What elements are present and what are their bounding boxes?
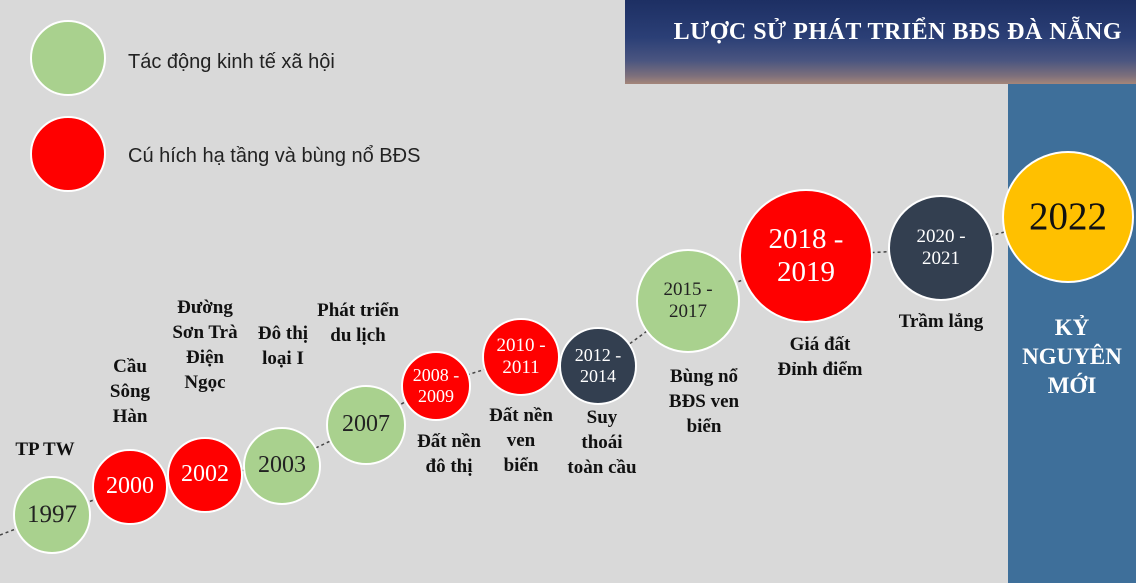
timeline-caption-2020-2021: Trầm lắng [898, 311, 984, 332]
timeline-caption-2010-2011: Đất nền ven biển [489, 405, 553, 476]
timeline-node-2015-2017: 2015 - 2017 [636, 249, 740, 353]
timeline-node-2002: 2002 [167, 437, 243, 513]
timeline-node-2010-2011: 2010 - 2011 [482, 318, 560, 396]
title-banner: LƯỢC SỬ PHÁT TRIỂN BĐS ĐÀ NẴNG [625, 0, 1136, 84]
timeline-node-2007: 2007 [326, 385, 406, 465]
timeline-caption-2012-2014: Suy thoái toàn cầu [567, 407, 637, 478]
timeline-year: 2020 - 2021 [916, 226, 966, 269]
timeline-node-2003: 2003 [243, 427, 321, 505]
timeline-node-2008-2009: 2008 - 2009 [401, 351, 471, 421]
timeline-year: 2015 - 2017 [663, 279, 713, 322]
timeline-caption-2015-2017: Bùng nổ BĐS ven biển [668, 366, 740, 437]
timeline-year: 2003 [258, 452, 306, 479]
timeline-node-2022: 2022 [1002, 151, 1134, 283]
legend-swatch-infrastructure [30, 116, 106, 192]
timeline-caption-2003: Đô thị loại I [257, 323, 309, 369]
timeline-year: 2012 - 2014 [574, 345, 622, 386]
timeline-year: 2007 [342, 411, 390, 438]
timeline-year: 2000 [106, 473, 154, 500]
timeline-node-2020-2021: 2020 - 2021 [888, 195, 994, 301]
timeline-caption-1997: TP TW [15, 439, 75, 460]
timeline-node-2000: 2000 [92, 449, 168, 525]
legend-label-social: Tác động kinh tế xã hội [128, 51, 335, 73]
timeline-node-2012-2014: 2012 - 2014 [559, 327, 637, 405]
legend-swatch-social [30, 20, 106, 96]
timeline-year: 2010 - 2011 [496, 335, 546, 378]
timeline-year: 2018 - 2019 [768, 222, 844, 288]
new-era-label: KỶ NGUYÊN MỚI [1022, 315, 1122, 398]
timeline-node-1997: 1997 [13, 476, 91, 554]
timeline-caption-2002: Đường Sơn Trà Điện Ngọc [172, 297, 238, 393]
timeline-year: 2008 - 2009 [412, 365, 460, 406]
timeline-year: 1997 [27, 500, 77, 528]
timeline-node-2018-2019: 2018 - 2019 [739, 189, 873, 323]
legend-label-infrastructure: Cú hích hạ tầng và bùng nổ BĐS [128, 145, 421, 167]
timeline-caption-2007: Phát triển du lịch [317, 300, 399, 346]
page-title: LƯỢC SỬ PHÁT TRIỂN BĐS ĐÀ NẴNG [673, 19, 1122, 45]
timeline-caption-2018-2019: Giá đất Đỉnh điểm [777, 334, 863, 380]
timeline-year: 2022 [1029, 194, 1107, 238]
timeline-caption-2008-2009: Đất nền đô thị [417, 431, 481, 477]
timeline-year: 2002 [181, 461, 229, 488]
timeline-caption-2000: Cầu Sông Hàn [109, 356, 151, 427]
